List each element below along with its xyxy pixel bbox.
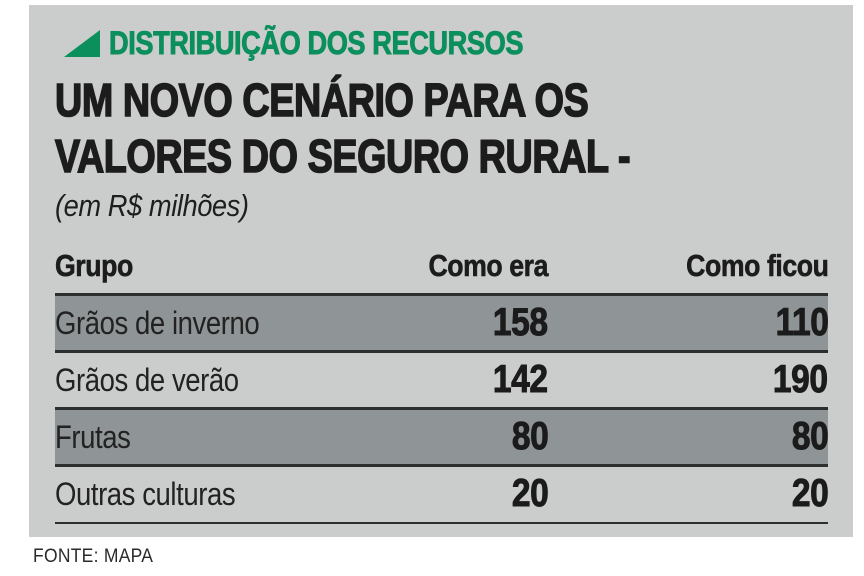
chart-title-line-1: UM NOVO CENÁRIO PARA OS — [54, 73, 589, 127]
row-label: Grãos de inverno — [55, 295, 355, 352]
value-como-ficou-text: 80 — [791, 415, 829, 459]
value-como-ficou: 20 — [548, 466, 829, 523]
source-note: FONTE: MAPA — [33, 546, 154, 567]
row-label-text: Grãos de inverno — [55, 304, 260, 341]
value-como-era-text: 142 — [493, 358, 549, 402]
table-row-graos-de-inverno: Grãos de inverno 158 110 — [55, 294, 829, 352]
chart-subtitle-wrap: (em R$ milhões) — [55, 184, 828, 226]
row-label-text: Frutas — [55, 418, 131, 455]
value-como-era-text: 158 — [493, 301, 549, 345]
value-como-ficou: 190 — [548, 352, 829, 409]
value-como-era: 158 — [355, 295, 549, 352]
column-header-como-ficou-label: Como ficou — [685, 248, 828, 284]
row-label: Frutas — [55, 409, 355, 466]
value-como-ficou-text: 190 — [773, 358, 829, 402]
chart-title: UM NOVO CENÁRIO PARA OS VALORES DO SEGUR… — [54, 72, 828, 184]
table-row-graos-de-verao: Grãos de verão 142 190 — [55, 351, 829, 409]
row-label: Grãos de verão — [55, 352, 355, 409]
value-como-ficou: 110 — [548, 295, 829, 352]
triangle-icon — [64, 30, 100, 57]
table-row-outras-culturas: Outras culturas 20 20 — [55, 465, 829, 523]
column-header-grupo: Grupo — [55, 248, 355, 295]
column-header-como-ficou: Como ficou — [548, 248, 828, 295]
column-header-como-era-label: Como era — [428, 248, 548, 284]
value-como-ficou: 80 — [548, 409, 829, 466]
row-label-text: Outras culturas — [55, 475, 236, 512]
value-como-era: 142 — [355, 352, 549, 409]
value-como-ficou-text: 20 — [791, 472, 829, 516]
chart-subtitle: (em R$ milhões) — [55, 188, 249, 223]
value-como-era: 20 — [355, 466, 549, 523]
kicker-label: DISTRIBUIÇÃO DOS RECURSOS — [109, 25, 524, 61]
table-header-row: Grupo Como era Como ficou — [55, 248, 829, 295]
row-label-text: Grãos de verão — [55, 361, 239, 398]
value-como-era-text: 80 — [511, 415, 549, 459]
row-label: Outras culturas — [55, 466, 355, 523]
value-como-era-text: 20 — [511, 472, 549, 516]
section-kicker: DISTRIBUIÇÃO DOS RECURSOS — [64, 25, 828, 61]
data-table: Grupo Como era Como ficou Grãos de inver… — [55, 248, 829, 524]
table-row-frutas: Frutas 80 80 — [55, 408, 829, 466]
value-como-era: 80 — [355, 409, 549, 466]
chart-title-line-2: VALORES DO SEGURO RURAL - — [54, 129, 631, 183]
column-header-grupo-label: Grupo — [55, 248, 134, 284]
value-como-ficou-text: 110 — [775, 301, 829, 345]
column-header-como-era: Como era — [355, 248, 548, 295]
infographic-card: DISTRIBUIÇÃO DOS RECURSOS UM NOVO CENÁRI… — [29, 5, 853, 537]
